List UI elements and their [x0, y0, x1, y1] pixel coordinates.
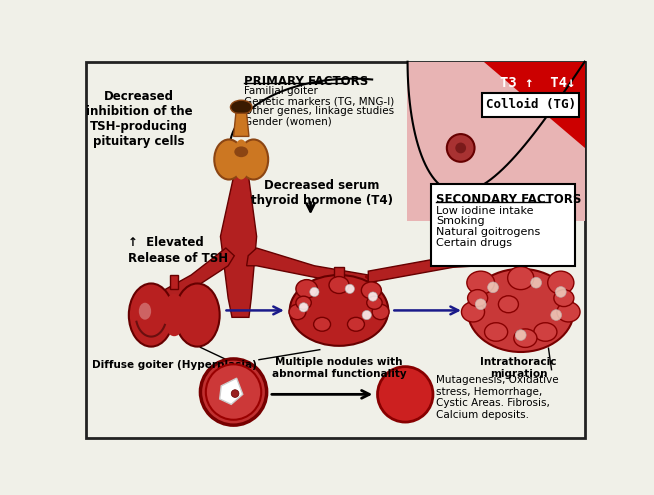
Ellipse shape	[498, 296, 519, 313]
Circle shape	[345, 284, 354, 294]
Text: Colloid (TG): Colloid (TG)	[486, 99, 576, 111]
Ellipse shape	[367, 296, 382, 309]
Text: Smoking: Smoking	[436, 216, 485, 227]
Text: Natural goitrogens: Natural goitrogens	[436, 227, 540, 237]
Text: T3 ↑  T4↓: T3 ↑ T4↓	[500, 76, 576, 91]
Text: Decreased
inhibition of the
TSH-producing
pituitary cells: Decreased inhibition of the TSH-producin…	[86, 90, 192, 148]
Circle shape	[377, 367, 433, 422]
Ellipse shape	[163, 294, 186, 336]
Text: Decreased serum
thyroid hormone (T4): Decreased serum thyroid hormone (T4)	[251, 179, 393, 207]
Circle shape	[299, 303, 308, 312]
Circle shape	[310, 287, 319, 297]
FancyBboxPatch shape	[171, 275, 178, 289]
Circle shape	[206, 364, 261, 420]
Text: Genetic markers (TG, MNG-I): Genetic markers (TG, MNG-I)	[243, 97, 394, 106]
Text: Certain drugs: Certain drugs	[436, 238, 512, 248]
Polygon shape	[368, 253, 507, 283]
Text: PRIMARY FACTORS: PRIMARY FACTORS	[243, 75, 368, 88]
Ellipse shape	[362, 282, 381, 299]
Circle shape	[515, 330, 526, 341]
FancyBboxPatch shape	[86, 62, 585, 438]
Circle shape	[475, 299, 486, 310]
Ellipse shape	[175, 284, 220, 346]
FancyBboxPatch shape	[482, 93, 579, 117]
Ellipse shape	[289, 304, 306, 320]
Text: Mutagenesis, Oxidative
stress, Hemorrhage,
Cystic Areas. Fibrosis,
Calcium depos: Mutagenesis, Oxidative stress, Hemorrhag…	[436, 375, 559, 420]
Circle shape	[362, 310, 371, 320]
Polygon shape	[220, 378, 243, 404]
Polygon shape	[484, 62, 585, 148]
Circle shape	[200, 359, 267, 425]
Text: Multiple nodules with
abnormal functionality: Multiple nodules with abnormal functiona…	[271, 357, 406, 379]
Ellipse shape	[462, 302, 485, 322]
Ellipse shape	[296, 296, 311, 309]
Text: Intrathoracic
migration: Intrathoracic migration	[480, 357, 557, 379]
Ellipse shape	[239, 140, 268, 180]
Ellipse shape	[547, 271, 574, 294]
Circle shape	[555, 287, 566, 297]
Ellipse shape	[290, 275, 388, 346]
Ellipse shape	[508, 266, 534, 290]
Ellipse shape	[372, 304, 389, 320]
Circle shape	[368, 292, 377, 301]
Text: SECONDARY FACTORS: SECONDARY FACTORS	[436, 193, 581, 205]
Text: Familial goiter: Familial goiter	[243, 86, 317, 97]
Circle shape	[551, 310, 562, 320]
Text: Gender (women): Gender (women)	[243, 116, 332, 126]
Ellipse shape	[514, 329, 537, 347]
Polygon shape	[220, 173, 256, 317]
Ellipse shape	[296, 280, 317, 298]
Circle shape	[447, 134, 475, 162]
Polygon shape	[151, 248, 234, 310]
Circle shape	[232, 390, 239, 397]
Text: Low iodine intake: Low iodine intake	[436, 206, 534, 216]
Polygon shape	[407, 62, 585, 221]
Ellipse shape	[554, 290, 574, 306]
Circle shape	[455, 143, 466, 153]
Text: Other genes, linkage studies: Other genes, linkage studies	[243, 106, 394, 116]
Circle shape	[531, 277, 542, 288]
Ellipse shape	[329, 277, 349, 294]
Ellipse shape	[234, 147, 248, 157]
Ellipse shape	[233, 140, 250, 180]
Ellipse shape	[139, 303, 151, 320]
Ellipse shape	[467, 271, 494, 294]
Ellipse shape	[485, 323, 508, 341]
Ellipse shape	[534, 323, 557, 341]
Circle shape	[488, 282, 498, 293]
FancyBboxPatch shape	[432, 184, 575, 266]
FancyBboxPatch shape	[516, 263, 525, 281]
Polygon shape	[233, 113, 249, 137]
Text: ↑  Elevated
Release of TSH: ↑ Elevated Release of TSH	[128, 237, 228, 264]
Ellipse shape	[230, 100, 252, 114]
Ellipse shape	[468, 290, 488, 306]
Polygon shape	[247, 248, 368, 287]
Ellipse shape	[215, 140, 243, 180]
Ellipse shape	[129, 284, 173, 346]
Ellipse shape	[468, 269, 574, 352]
Ellipse shape	[314, 317, 330, 331]
Ellipse shape	[557, 302, 580, 322]
FancyBboxPatch shape	[334, 267, 343, 283]
Text: Diffuse goiter (Hyperplasia): Diffuse goiter (Hyperplasia)	[92, 360, 256, 370]
Ellipse shape	[347, 317, 364, 331]
